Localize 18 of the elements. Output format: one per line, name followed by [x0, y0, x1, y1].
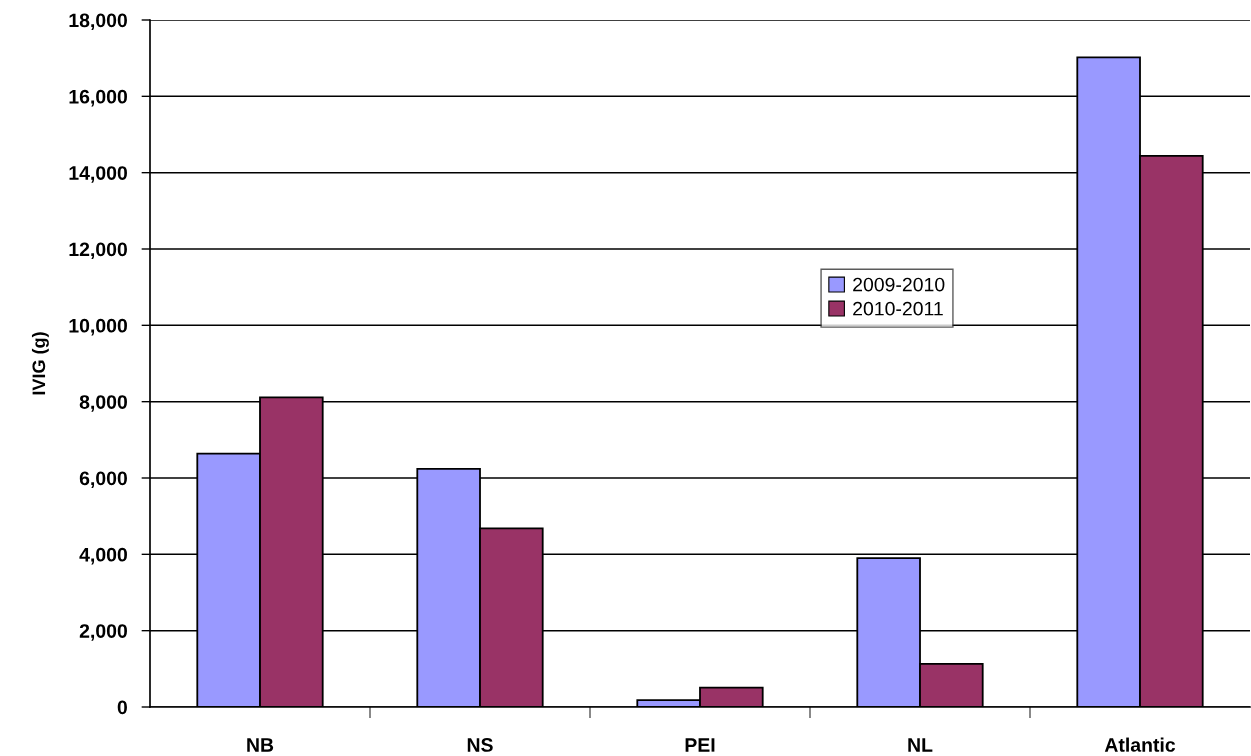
y-axis-title: IVIG (g)	[31, 332, 49, 395]
y-tick-label: 2,000	[79, 624, 127, 641]
x-tick-label: NS	[467, 738, 493, 752]
y-tick-label: 14,000	[69, 166, 127, 183]
y-tick-label: 0	[117, 700, 127, 715]
y-tick-label: 8,000	[79, 395, 127, 412]
x-tick-label: NB	[247, 738, 274, 752]
x-tick-label: Atlantic	[1104, 737, 1176, 752]
legend-label: 2010-2011	[853, 301, 943, 316]
y-tick-label: 18,000	[69, 13, 127, 31]
y-tick-label: 12,000	[69, 242, 127, 260]
y-tick-label: 10,000	[69, 318, 127, 336]
x-tick-label: NL	[908, 738, 933, 752]
legend-label: 2009-2010	[853, 277, 945, 292]
y-tick-label: 4,000	[79, 547, 127, 565]
y-tick-label: 16,000	[69, 89, 127, 107]
x-tick-label: PEI	[685, 738, 715, 752]
y-tick-label: 6,000	[79, 471, 127, 489]
